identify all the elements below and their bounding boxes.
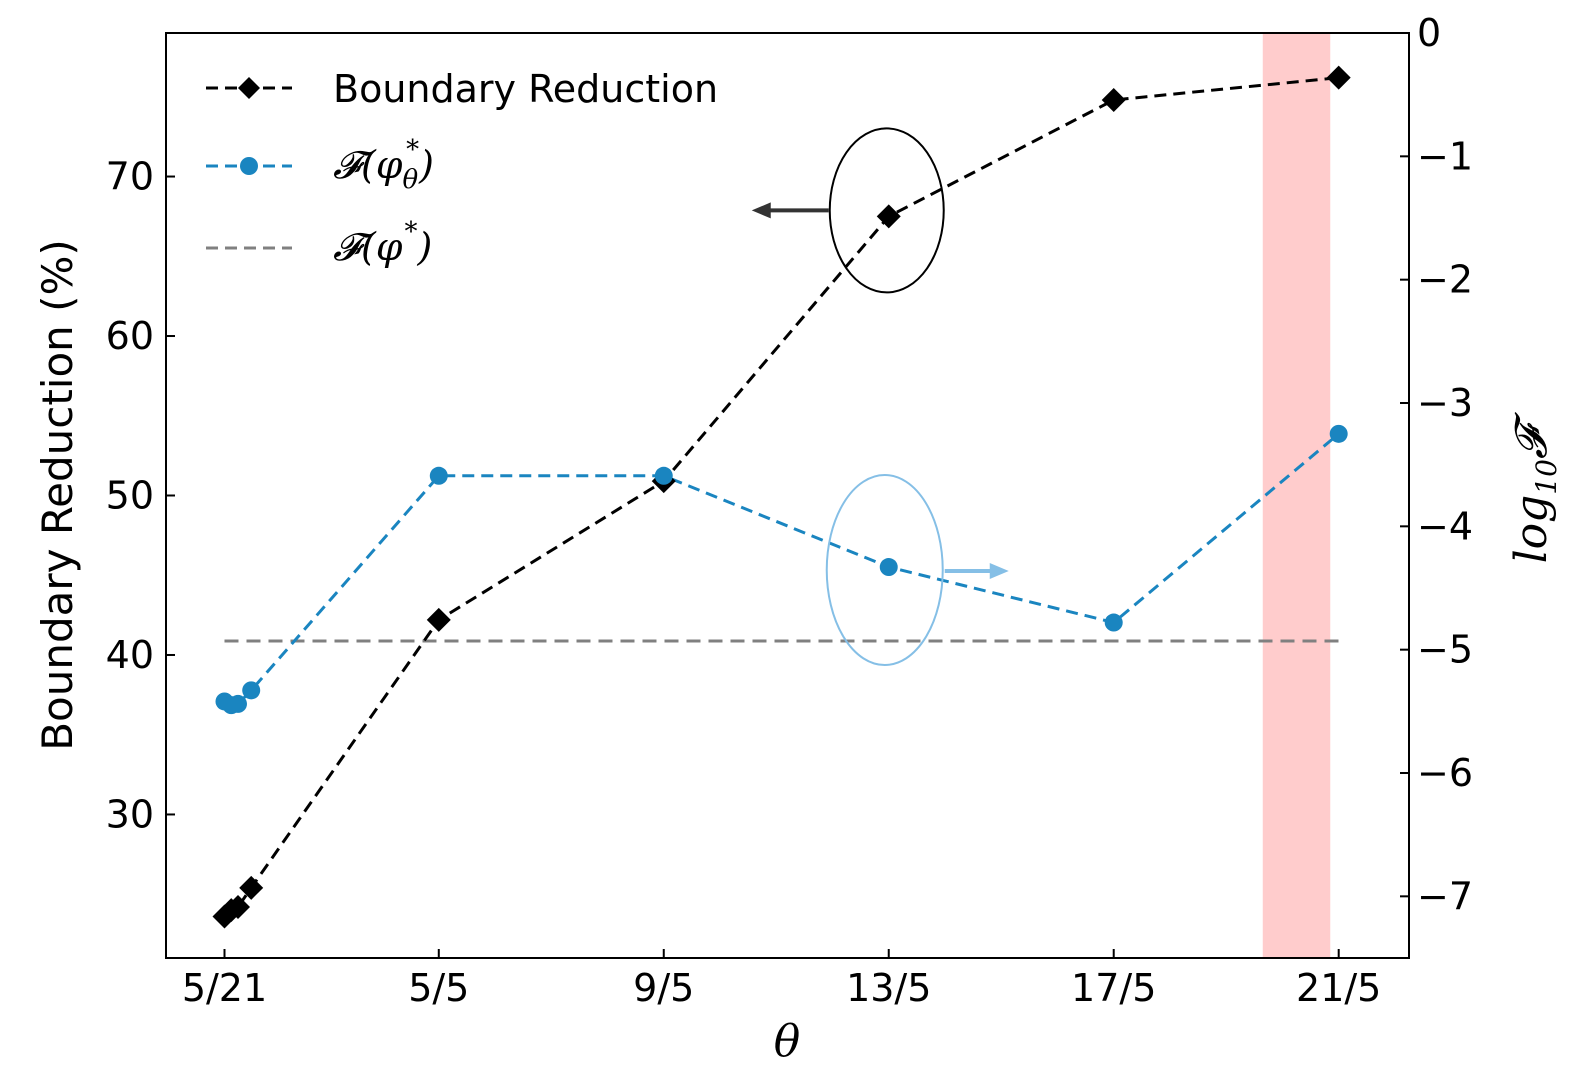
boundary-reduction-point — [1101, 87, 1126, 112]
legend-label-f-theta-sub: θ — [402, 165, 418, 195]
boundary-reduction-point — [426, 607, 451, 632]
boundary-reduction-point — [876, 204, 901, 229]
annotation-arrowhead-left — [751, 202, 771, 219]
x-tick-label: 21/5 — [1296, 966, 1381, 1010]
y-left-tick-label: 50 — [106, 474, 154, 518]
x-tick-label: 5/5 — [408, 966, 469, 1010]
y-left-tick-label: 60 — [106, 314, 154, 358]
legend-marker-diamond — [238, 77, 260, 99]
y-right-tick-label: −4 — [1417, 504, 1473, 548]
x-tick-label: 5/21 — [182, 966, 267, 1010]
legend-label-f-star-main: 𝓕(φ — [333, 225, 403, 269]
series-line-boundary-reduction — [223, 76, 1339, 918]
legend-label-f-star: 𝓕(φ*) — [333, 217, 432, 269]
f-theta-point — [228, 694, 247, 713]
annotation-ellipse-f-theta — [825, 474, 944, 667]
y-axis-right-title: log10𝓕 — [1506, 411, 1563, 563]
f-theta-point — [654, 466, 673, 485]
legend: Boundary Reduction 𝓕(φθ*) 𝓕(φ*) — [206, 67, 718, 269]
legend-marker-circle — [240, 157, 258, 175]
f-theta-point — [242, 681, 261, 700]
y-right-tick-label: −6 — [1417, 751, 1473, 795]
x-axis-title: θ — [774, 1016, 801, 1067]
f-theta-point — [1104, 613, 1123, 632]
y-axis-right-title-sub: 10 — [1530, 459, 1563, 495]
annotation-arrowhead-right — [989, 563, 1009, 580]
legend-label-boundary: Boundary Reduction — [333, 67, 718, 111]
boundary-reduction-point — [225, 894, 250, 919]
legend-label-f-theta-main: 𝓕(φ — [333, 143, 403, 187]
y-right-tick-label: −5 — [1417, 628, 1473, 672]
y-left-tick-label: 70 — [106, 155, 154, 199]
y-left-tick-label: 30 — [106, 792, 154, 836]
x-tick-label: 9/5 — [633, 966, 694, 1010]
y-left-tick-label: 40 — [106, 633, 154, 677]
legend-label-f-theta-close: ) — [418, 143, 434, 187]
y-right-tick-label: −1 — [1417, 134, 1473, 178]
y-axis-right-title-main: log — [1506, 495, 1557, 564]
boundary-reduction-point — [1326, 65, 1351, 90]
boundary-reduction-point — [239, 875, 264, 900]
f-theta-point — [879, 558, 898, 577]
legend-label-f-star-close: ) — [416, 225, 432, 269]
series-line-f-theta — [223, 432, 1340, 707]
f-theta-point — [1329, 424, 1348, 443]
annotation-ellipse-boundary — [828, 127, 945, 294]
x-tick-label: 17/5 — [1071, 966, 1156, 1010]
y-right-tick-label: −2 — [1417, 258, 1473, 302]
y-right-tick-label: −7 — [1417, 874, 1473, 918]
legend-label-f-theta-sup: * — [406, 135, 419, 165]
y-right-tick-label: −3 — [1417, 381, 1473, 425]
legend-label-f-theta: 𝓕(φθ*) — [333, 135, 434, 195]
y-axis-right-title-math: 𝓕 — [1506, 411, 1557, 459]
x-tick-label: 13/5 — [846, 966, 931, 1010]
y-right-tick-label: 0 — [1417, 11, 1441, 55]
f-theta-point — [429, 466, 448, 485]
legend-label-f-star-sup: * — [404, 217, 417, 247]
y-axis-left-title: Boundary Reduction (%) — [33, 239, 82, 751]
highlight-band — [1262, 34, 1331, 957]
